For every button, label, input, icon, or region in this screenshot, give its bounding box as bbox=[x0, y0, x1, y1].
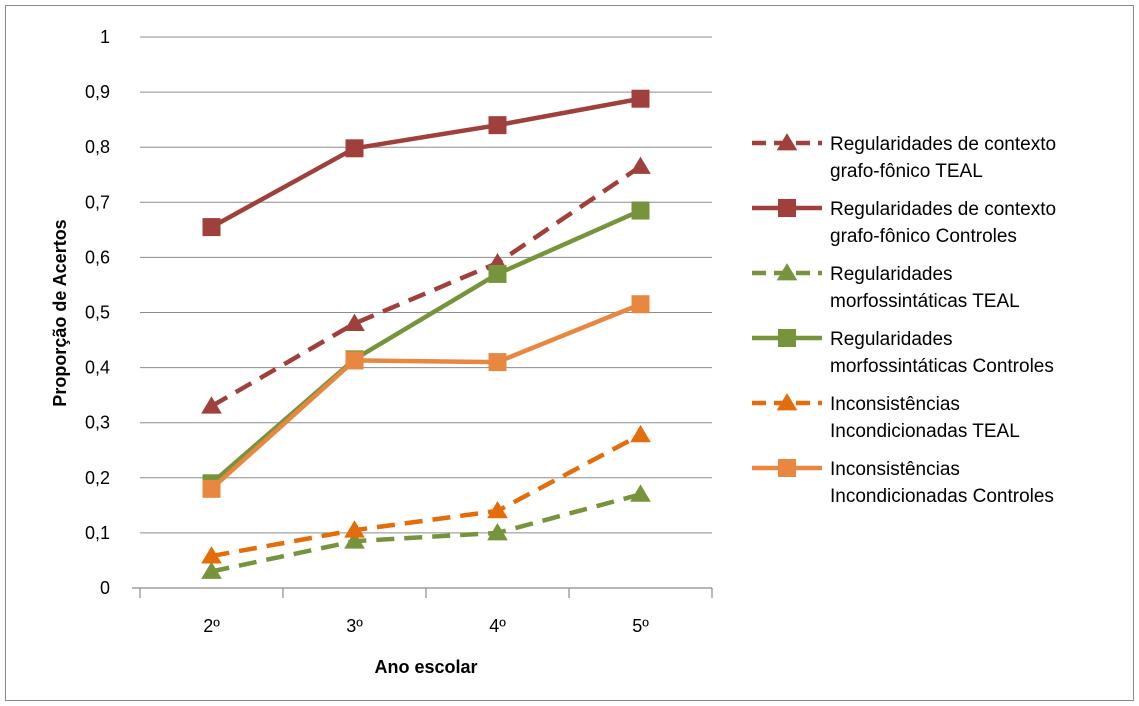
data-point-triangle bbox=[487, 500, 508, 519]
legend-item: Inconsistências Incondicionadas Controles bbox=[752, 459, 1054, 507]
data-point-triangle bbox=[630, 156, 651, 174]
y-tick-label: 0,3 bbox=[85, 413, 110, 433]
data-point-triangle bbox=[201, 546, 222, 564]
legend-item: Regularidades de contexto grafo-fônico Co… bbox=[752, 199, 1056, 247]
series-line bbox=[211, 432, 642, 559]
data-point-triangle bbox=[630, 484, 651, 502]
chart-area bbox=[5, 5, 1134, 701]
y-tick-label: 0,8 bbox=[85, 137, 110, 157]
data-point-triangle bbox=[344, 531, 365, 549]
series-line bbox=[210, 96, 641, 230]
data-point-triangle bbox=[201, 561, 222, 579]
data-point-square bbox=[778, 329, 796, 347]
legend-label: Regularidades bbox=[830, 329, 953, 350]
series-line bbox=[210, 164, 642, 409]
legend-label: morfossintáticas TEAL bbox=[830, 291, 1020, 312]
y-tick-label: 0,4 bbox=[85, 358, 110, 378]
data-point-square bbox=[202, 479, 221, 498]
data-point-square bbox=[488, 264, 507, 283]
legend-label: grafo-fônico Controles bbox=[830, 226, 1017, 247]
legend-label: grafo-fônico TEAL bbox=[830, 161, 983, 182]
data-point-triangle bbox=[201, 396, 222, 414]
gridlines bbox=[140, 36, 712, 534]
y-tick-label: 0,7 bbox=[85, 192, 110, 212]
y-tick-label: 1 bbox=[100, 27, 110, 47]
series-5 bbox=[202, 295, 650, 498]
legend-label: Inconsistências bbox=[830, 394, 960, 415]
x-axis: 2º 3º 4º 5º bbox=[132, 587, 713, 636]
legend-label: Regularidades bbox=[830, 264, 953, 285]
legend-item: Regularidades de contexto grafo-fônico TE… bbox=[752, 133, 1056, 182]
data-point-square bbox=[488, 116, 507, 135]
data-point-square bbox=[631, 201, 650, 220]
x-tick-label: 5º bbox=[632, 616, 649, 636]
series-line bbox=[211, 492, 642, 574]
data-point-triangle bbox=[776, 263, 798, 281]
legend-item: Regularidades morfossintáticas TEAL bbox=[752, 263, 1020, 312]
data-point-triangle bbox=[344, 520, 365, 538]
data-point-square bbox=[778, 459, 796, 477]
legend-label: morfossintáticas Controles bbox=[830, 356, 1054, 377]
legend-label: Incondicionadas Controles bbox=[830, 486, 1054, 507]
series-lines bbox=[201, 89, 651, 579]
data-point-triangle bbox=[487, 523, 508, 541]
data-point-square bbox=[202, 218, 221, 237]
y-tick-label: 0,6 bbox=[85, 247, 110, 267]
legend-item: Regularidades morfossintáticas Controles bbox=[752, 329, 1054, 377]
data-point-square bbox=[345, 351, 364, 370]
y-tick-label: 0,9 bbox=[85, 82, 110, 102]
legend-label: Incondicionadas TEAL bbox=[830, 421, 1020, 442]
legend: Regularidades de contexto grafo-fônico TE… bbox=[752, 133, 1056, 507]
data-point-triangle bbox=[776, 133, 798, 151]
legend-item: Inconsistências Incondicionadas TEAL bbox=[752, 393, 1020, 442]
legend-label: Inconsistências bbox=[830, 459, 960, 480]
series-line bbox=[210, 208, 642, 486]
y-tick-label: 0,5 bbox=[85, 303, 110, 323]
y-tick-labels: 0 0,1 0,2 0,3 0,4 0,5 0,6 0,7 0,8 0,9 1 bbox=[85, 27, 110, 598]
y-tick-label: 0,2 bbox=[85, 468, 110, 488]
series-3 bbox=[202, 201, 650, 493]
series-1 bbox=[202, 89, 650, 237]
data-point-square bbox=[631, 295, 650, 314]
data-point-triangle bbox=[344, 313, 365, 331]
data-point-square bbox=[778, 199, 796, 217]
x-tick-label: 2º bbox=[203, 616, 220, 636]
y-tick-label: 0,1 bbox=[85, 523, 110, 543]
data-point-triangle bbox=[630, 424, 651, 443]
series-2 bbox=[201, 484, 651, 579]
series-4 bbox=[201, 424, 651, 564]
x-tick-label: 4º bbox=[489, 616, 506, 636]
data-point-triangle bbox=[776, 393, 798, 411]
legend-label: Regularidades de contexto bbox=[830, 134, 1056, 155]
x-tick-label: 3º bbox=[346, 616, 363, 636]
legend-label: Regularidades de contexto bbox=[830, 199, 1056, 220]
y-tick-label: 0 bbox=[100, 578, 110, 598]
x-axis-title: Ano escolar bbox=[374, 657, 477, 677]
data-point-square bbox=[631, 89, 650, 108]
y-axis-title: Proporção de Acertos bbox=[50, 219, 70, 406]
data-point-square bbox=[345, 139, 364, 158]
series-line bbox=[209, 302, 642, 491]
data-point-square bbox=[488, 353, 507, 372]
